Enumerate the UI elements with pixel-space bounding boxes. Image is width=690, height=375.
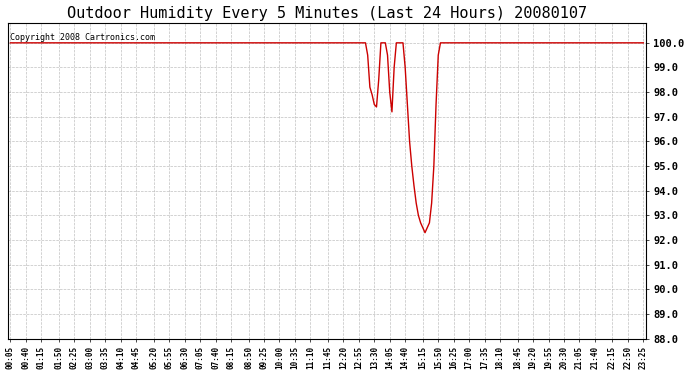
Text: Copyright 2008 Cartronics.com: Copyright 2008 Cartronics.com (10, 33, 155, 42)
Title: Outdoor Humidity Every 5 Minutes (Last 24 Hours) 20080107: Outdoor Humidity Every 5 Minutes (Last 2… (67, 6, 587, 21)
